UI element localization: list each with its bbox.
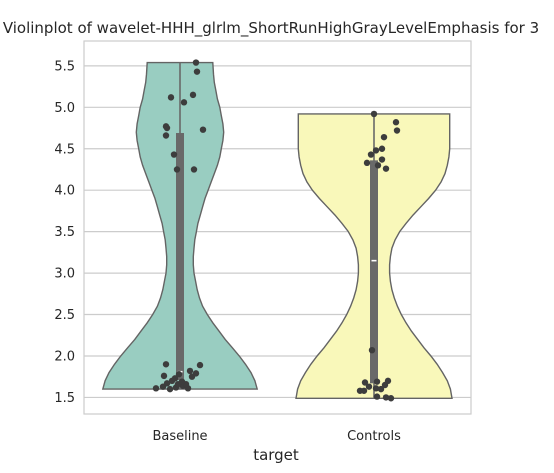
y-tick-label: 3.0	[54, 267, 75, 282]
y-tick-label: 2.0	[54, 349, 75, 364]
x-tick-label: Baseline	[152, 429, 207, 444]
y-tick-label: 4.0	[54, 184, 75, 199]
data-point	[152, 385, 160, 392]
y-tick-label: 2.5	[54, 308, 75, 323]
data-points	[152, 59, 401, 402]
y-tick-label: 3.5	[54, 225, 75, 240]
data-point	[199, 126, 207, 133]
x-tick-label: Controls	[347, 429, 401, 444]
data-point	[380, 133, 388, 141]
violin-box	[176, 133, 184, 381]
data-point	[372, 385, 380, 392]
data-point	[374, 162, 382, 169]
data-point	[377, 385, 385, 393]
violin-box	[370, 160, 378, 384]
data-point	[393, 127, 401, 134]
data-point	[365, 383, 373, 390]
data-point	[368, 346, 376, 354]
data-point	[186, 367, 194, 375]
data-point	[373, 393, 381, 400]
data-point	[190, 166, 198, 173]
data-point	[192, 370, 200, 377]
data-point	[162, 123, 170, 130]
data-point	[192, 59, 200, 66]
data-point	[387, 395, 395, 402]
data-point	[166, 385, 174, 393]
data-point	[196, 361, 204, 369]
data-point	[162, 132, 170, 139]
data-point	[372, 147, 380, 154]
data-point	[178, 378, 186, 385]
data-point	[360, 387, 368, 394]
data-point	[189, 91, 197, 99]
y-tick-label: 4.5	[54, 142, 75, 157]
data-point	[373, 378, 381, 385]
data-point	[193, 68, 201, 75]
plot-frame	[83, 40, 472, 415]
data-point	[171, 375, 179, 382]
data-point	[180, 99, 188, 106]
y-tick-label: 1.5	[54, 391, 75, 406]
chart-title: Violinplot of wavelet-HHH_glrlm_ShortRun…	[3, 19, 539, 38]
data-point	[384, 377, 392, 385]
x-axis-title: target	[253, 446, 299, 464]
data-point	[382, 394, 390, 401]
y-tick-labels: 1.5 2.0 2.5 3.0 3.5 4.0 4.5 5.0 5.5	[54, 59, 75, 406]
data-point	[367, 151, 375, 158]
data-point	[370, 110, 378, 118]
y-tick-label: 5.5	[54, 59, 75, 74]
data-point	[363, 159, 371, 167]
data-point	[173, 166, 181, 173]
data-point	[175, 371, 183, 378]
y-tick-label: 5.0	[54, 101, 75, 116]
data-point	[382, 165, 390, 172]
data-point	[378, 145, 386, 152]
data-point	[361, 379, 369, 386]
violins	[101, 61, 453, 399]
data-point	[162, 361, 170, 368]
data-point	[392, 119, 400, 126]
data-point	[163, 380, 171, 387]
x-tick-labels: Baseline Controls	[152, 429, 401, 444]
data-point	[160, 372, 168, 380]
data-point	[378, 156, 386, 163]
data-point	[167, 94, 175, 101]
data-point	[170, 151, 178, 158]
